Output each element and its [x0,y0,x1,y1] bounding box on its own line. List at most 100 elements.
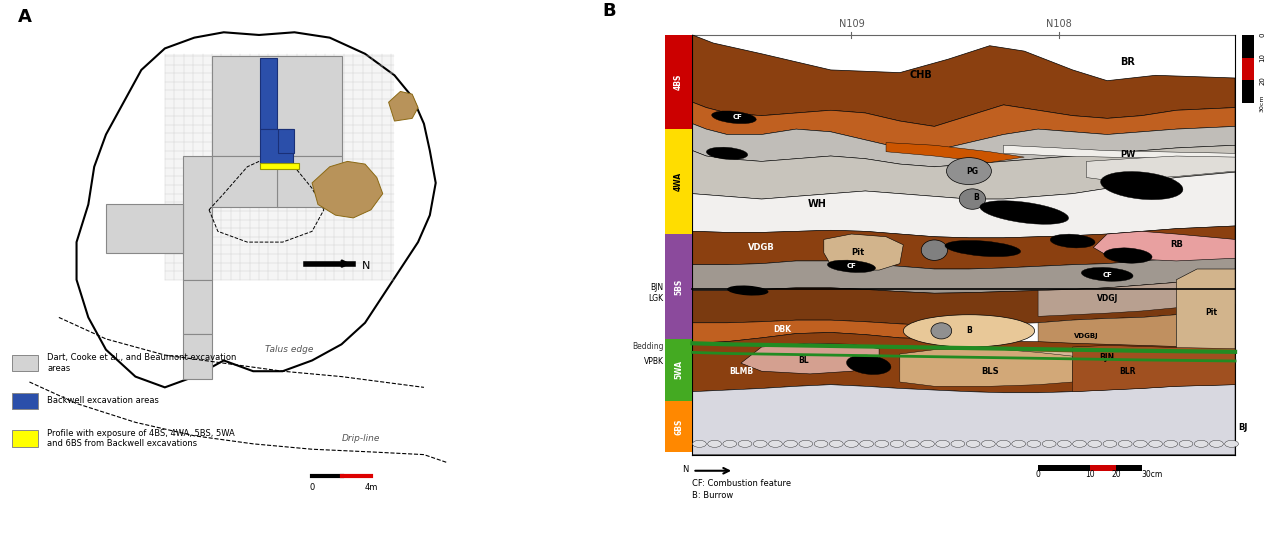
Text: VDGJ: VDGJ [1097,294,1117,303]
Text: N109: N109 [838,19,864,29]
Polygon shape [692,172,1235,238]
Ellipse shape [1082,267,1133,281]
Ellipse shape [708,440,722,448]
Ellipse shape [1088,440,1102,448]
Text: CF: Combustion feature: CF: Combustion feature [692,479,791,488]
Bar [276,156,342,207]
Bar [1038,465,1089,471]
Ellipse shape [1164,440,1178,448]
Text: VDGBJ: VDGBJ [1074,333,1098,339]
Text: VDGB: VDGB [749,243,774,252]
Ellipse shape [1119,440,1132,448]
Ellipse shape [1042,440,1056,448]
Text: 5BS: 5BS [675,278,684,295]
Text: N108: N108 [1046,19,1071,29]
Polygon shape [1176,269,1235,355]
Text: A: A [18,8,32,25]
Text: 0: 0 [310,483,315,492]
Ellipse shape [945,240,1020,257]
Ellipse shape [920,440,934,448]
Ellipse shape [1103,248,1152,263]
Text: Bedding: Bedding [632,342,663,351]
Bar [183,156,212,280]
Text: 20: 20 [1111,470,1121,479]
Ellipse shape [1101,172,1183,200]
Ellipse shape [997,440,1010,448]
Text: Pit: Pit [1204,308,1217,316]
Text: WH: WH [808,200,827,209]
Text: 0: 0 [1260,33,1265,37]
Text: BJ: BJ [1239,423,1248,432]
Bar [260,58,276,129]
Text: CF: CF [846,263,856,270]
Ellipse shape [905,440,919,448]
Ellipse shape [799,440,813,448]
Ellipse shape [814,440,828,448]
Text: 30cm: 30cm [1142,470,1164,479]
Text: CF: CF [732,114,742,121]
Bar [12,355,38,371]
Text: BJN: BJN [650,284,663,292]
Bar [278,129,294,153]
Polygon shape [692,226,1235,269]
Ellipse shape [739,440,751,448]
Polygon shape [824,234,904,270]
Ellipse shape [1134,440,1147,448]
Ellipse shape [966,440,980,448]
Bar [212,156,276,207]
Text: B: B [934,246,941,254]
Bar [183,334,212,379]
Polygon shape [886,143,1024,162]
Polygon shape [692,124,1235,167]
Ellipse shape [959,189,986,209]
Polygon shape [1038,280,1235,316]
Polygon shape [692,280,1235,325]
Bar [1242,35,1254,58]
Ellipse shape [846,355,891,374]
Bar [1242,58,1254,80]
Text: BR: BR [1120,57,1135,67]
Ellipse shape [1210,440,1224,448]
Ellipse shape [1194,440,1208,448]
Bar [664,35,692,129]
Text: VPBK: VPBK [644,357,663,366]
Bar [165,54,394,280]
Ellipse shape [707,147,748,159]
Ellipse shape [1073,440,1087,448]
Ellipse shape [1103,440,1117,448]
Ellipse shape [860,440,873,448]
Polygon shape [692,256,1235,293]
Ellipse shape [946,158,992,185]
Bar [664,401,692,452]
Text: CF: CF [1123,252,1133,259]
Text: B: Burrow: B: Burrow [692,491,733,500]
Text: 4BS: 4BS [675,74,684,90]
Ellipse shape [754,440,767,448]
Text: LGK: LGK [649,294,663,303]
Text: BJN: BJN [1100,353,1115,362]
Ellipse shape [982,440,996,448]
Polygon shape [692,320,934,343]
Text: Profile with exposure of 4BS, 4WA, 5BS, 5WA
and 6BS from Backwell excavations: Profile with exposure of 4BS, 4WA, 5BS, … [47,429,234,448]
Polygon shape [692,332,1235,393]
Text: PG: PG [966,167,978,175]
Ellipse shape [1027,440,1041,448]
Text: B: B [966,327,972,335]
Text: BLMB: BLMB [728,367,753,376]
Polygon shape [312,161,383,218]
Polygon shape [1093,231,1235,261]
Ellipse shape [845,440,859,448]
Text: 20: 20 [1260,76,1265,84]
Bar [12,393,38,409]
Bar [183,280,212,334]
Polygon shape [1087,156,1235,180]
Text: B: B [603,2,616,20]
Ellipse shape [783,440,797,448]
Polygon shape [1004,145,1235,159]
Text: CF: CF [978,245,988,252]
Ellipse shape [1051,234,1094,248]
Text: 6BS: 6BS [675,418,684,435]
Ellipse shape [876,440,888,448]
Bar [106,204,183,253]
Polygon shape [1004,351,1235,363]
